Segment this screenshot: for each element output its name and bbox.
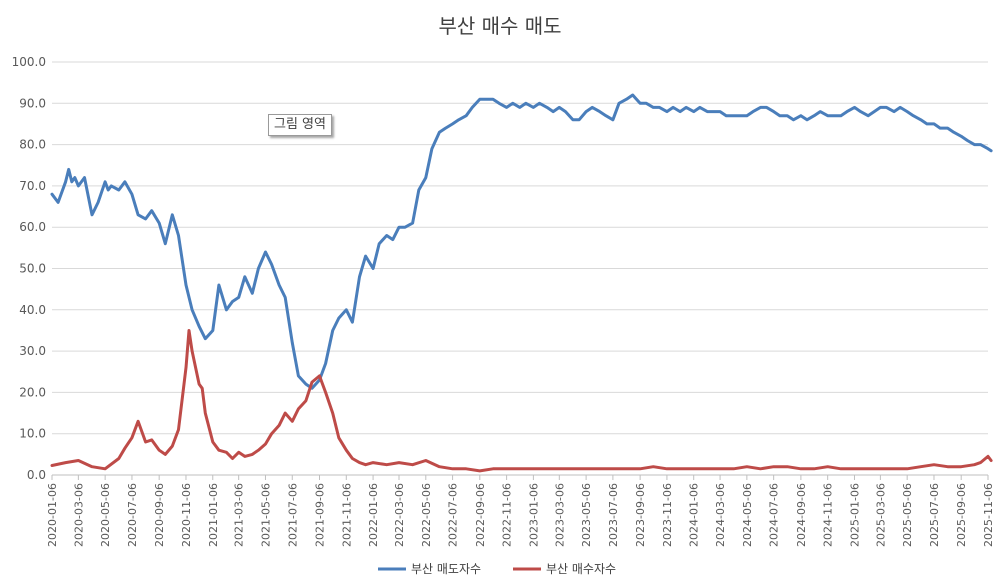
x-tick-label: 2024-05-06 <box>741 483 754 547</box>
x-tick-label: 2022-11-06 <box>501 483 514 547</box>
x-tick-label: 2020-09-06 <box>153 483 166 547</box>
y-tick-label: 20.0 <box>19 385 46 399</box>
x-tick-label: 2022-01-06 <box>367 483 380 547</box>
legend-item: 부산 매도자수 <box>378 562 481 576</box>
x-tick-label: 2025-09-06 <box>955 483 968 547</box>
x-tick-label: 2024-07-06 <box>768 483 781 547</box>
y-tick-label: 90.0 <box>19 96 46 110</box>
x-tick-label: 2021-03-06 <box>233 483 246 547</box>
x-tick-label: 2025-01-06 <box>848 483 861 547</box>
x-tick-label: 2021-05-06 <box>259 483 272 547</box>
x-tick-label: 2024-03-06 <box>714 483 727 547</box>
x-tick-label: 2020-07-06 <box>126 483 139 547</box>
series-lines <box>50 93 993 473</box>
series-line-sellers <box>50 93 993 390</box>
x-tick-label: 2023-03-06 <box>553 483 566 547</box>
x-tick-label: 2025-03-06 <box>874 483 887 547</box>
y-tick-label: 40.0 <box>19 303 46 317</box>
x-tick-label: 2023-09-06 <box>634 483 647 547</box>
x-tick-label: 2020-11-06 <box>180 483 193 547</box>
x-tick-label: 2020-01-06 <box>46 483 59 547</box>
x-tick-label: 2020-03-06 <box>72 483 85 547</box>
gridlines <box>52 61 988 435</box>
x-tick-label: 2023-01-06 <box>527 483 540 547</box>
y-tick-label: 10.0 <box>19 427 46 441</box>
x-tick-label: 2025-07-06 <box>928 483 941 547</box>
y-tick-labels: 0.0 10.0 20.0 30.0 40.0 50.0 60.0 70.0 80.0 90.0 1… <box>12 55 46 482</box>
legend-label: 부산 매도자수 <box>411 562 481 576</box>
y-tick-label: 60.0 <box>19 220 46 234</box>
x-tick-label: 2021-07-06 <box>286 483 299 547</box>
legend-label: 부산 매수자수 <box>546 562 616 576</box>
y-tick-label: 70.0 <box>19 179 46 193</box>
x-tick-label: 2021-01-06 <box>207 483 220 547</box>
x-tick-label: 2021-09-06 <box>313 483 326 547</box>
x-tick-label: 2022-05-06 <box>420 483 433 547</box>
y-tick-label: 50.0 <box>19 262 46 276</box>
axes <box>51 474 989 480</box>
x-tick-label: 2022-09-06 <box>474 483 487 547</box>
annotation-box: 그림 영역 <box>268 114 332 136</box>
x-tick-label: 2024-11-06 <box>822 483 835 547</box>
y-tick-label: 30.0 <box>19 344 46 358</box>
x-tick-label: 2023-11-06 <box>661 483 674 547</box>
y-tick-label: 0.0 <box>27 468 46 482</box>
x-tick-label: 2025-05-06 <box>901 483 914 547</box>
y-tick-label: 80.0 <box>19 138 46 152</box>
x-tick-label: 2022-07-06 <box>447 483 460 547</box>
x-tick-label: 2023-05-06 <box>580 483 593 547</box>
x-tick-labels: 2020-01-06 2020-03-06 2020-05-06 2020-07-06… <box>46 483 995 547</box>
legend-item: 부산 매수자수 <box>513 562 616 576</box>
series-line-buyers <box>50 329 993 473</box>
x-tick-label: 2024-09-06 <box>795 483 808 547</box>
x-tick-label: 2024-01-06 <box>688 483 701 547</box>
chart-title: 부산 매수 매도 <box>438 14 561 38</box>
x-tick-label: 2023-07-06 <box>607 483 620 547</box>
x-tick-label: 2020-05-06 <box>99 483 112 547</box>
x-tick-label: 2025-11-06 <box>982 483 995 547</box>
x-tick-label: 2021-11-06 <box>340 483 353 547</box>
x-tick-label: 2022-03-06 <box>393 483 406 547</box>
legend: 부산 매도자수 부산 매수자수 <box>378 562 616 576</box>
y-tick-label: 100.0 <box>12 55 46 69</box>
